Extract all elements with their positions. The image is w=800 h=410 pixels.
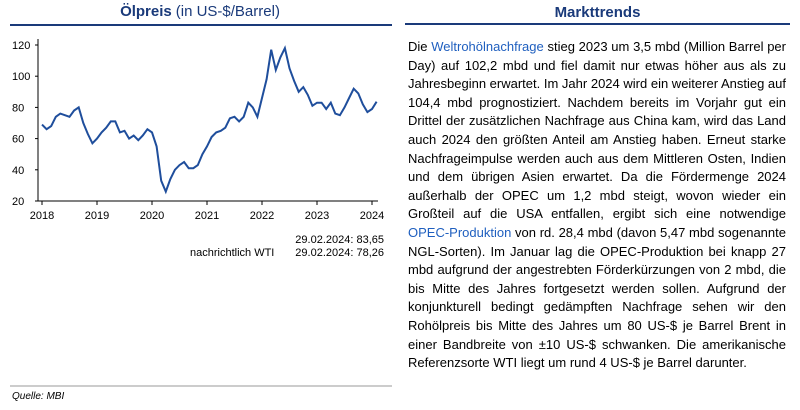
chart: Ölpreis (in US-$/Barrel) 20 40 60 80 100 120 20… bbox=[10, 3, 392, 387]
y-tick-label: 100 bbox=[12, 71, 30, 83]
x-tick-label: 2019 bbox=[85, 210, 109, 222]
panel-text: Die Weltrohölnachfrage stieg 2023 um 3,5… bbox=[408, 38, 786, 373]
y-tick-label: 80 bbox=[12, 102, 24, 114]
x-tick-label: 2023 bbox=[305, 210, 329, 222]
y-tick-label: 120 bbox=[12, 40, 30, 52]
x-tick-label: 2020 bbox=[140, 210, 164, 222]
text: stieg 2023 um 3,5 mbd (Million Barrel pe… bbox=[408, 39, 786, 222]
panel-title: Markttrends bbox=[405, 4, 790, 25]
x-tick-label: 2018 bbox=[30, 210, 54, 222]
price-line bbox=[41, 45, 378, 195]
highlight: Weltrohölnachfrage bbox=[431, 39, 544, 54]
source: Quelle: MBI bbox=[12, 391, 65, 402]
text: Die bbox=[408, 39, 432, 54]
x-tick-label: 2022 bbox=[250, 210, 274, 222]
y-tick-label: 20 bbox=[12, 196, 24, 208]
y-tick-label: 60 bbox=[12, 134, 24, 146]
text: von rd. 28,4 mbd (davon 5,47 mbd sogenan… bbox=[408, 224, 786, 371]
x-tick-label: 2021 bbox=[195, 210, 219, 222]
annotation: 29.02.2024: 78,26 bbox=[295, 247, 384, 259]
annotation: nachrichtlich WTI bbox=[190, 247, 274, 259]
y-tick-label: 40 bbox=[12, 165, 24, 177]
highlight: OPEC-Produktion bbox=[408, 224, 512, 240]
chart-title: Ölpreis bbox=[120, 3, 172, 20]
chart-subtitle: (in US-$/Barrel) bbox=[176, 3, 280, 20]
x-tick-label: 2024 bbox=[360, 210, 384, 222]
annotation: 29.02.2024: 83,65 bbox=[295, 234, 384, 246]
chart-heading: Ölpreis (in US-$/Barrel) bbox=[120, 3, 280, 20]
